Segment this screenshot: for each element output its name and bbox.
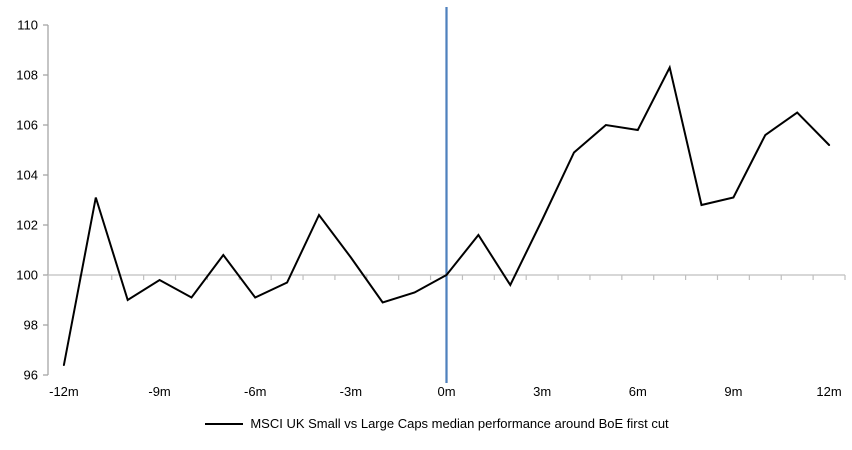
chart-legend: MSCI UK Small vs Large Caps median perfo… xyxy=(0,416,852,431)
legend-entry: MSCI UK Small vs Large Caps median perfo… xyxy=(205,416,669,431)
y-tick-label: 102 xyxy=(16,218,38,233)
y-tick-label: 110 xyxy=(17,18,38,33)
series-line xyxy=(62,64,831,366)
y-tick-label: 98 xyxy=(24,318,38,333)
x-tick-label: -3m xyxy=(340,384,362,399)
y-tick-label: 108 xyxy=(16,68,38,83)
x-tick-label: -6m xyxy=(244,384,266,399)
legend-label: MSCI UK Small vs Large Caps median perfo… xyxy=(250,416,669,431)
y-tick-label: 104 xyxy=(16,168,38,183)
x-tick-label: -12m xyxy=(49,384,79,399)
y-tick-label: 100 xyxy=(16,268,38,283)
x-tick-label: 6m xyxy=(629,384,647,399)
x-tick-label: 0m xyxy=(437,384,455,399)
y-tick-label: 96 xyxy=(24,368,38,383)
y-tick-label: 106 xyxy=(16,118,38,133)
x-tick-label: 12m xyxy=(816,384,841,399)
x-tick-label: 3m xyxy=(533,384,551,399)
x-tick-label: 9m xyxy=(724,384,742,399)
x-tick-label: -9m xyxy=(148,384,170,399)
legend-line-swatch xyxy=(205,422,244,425)
